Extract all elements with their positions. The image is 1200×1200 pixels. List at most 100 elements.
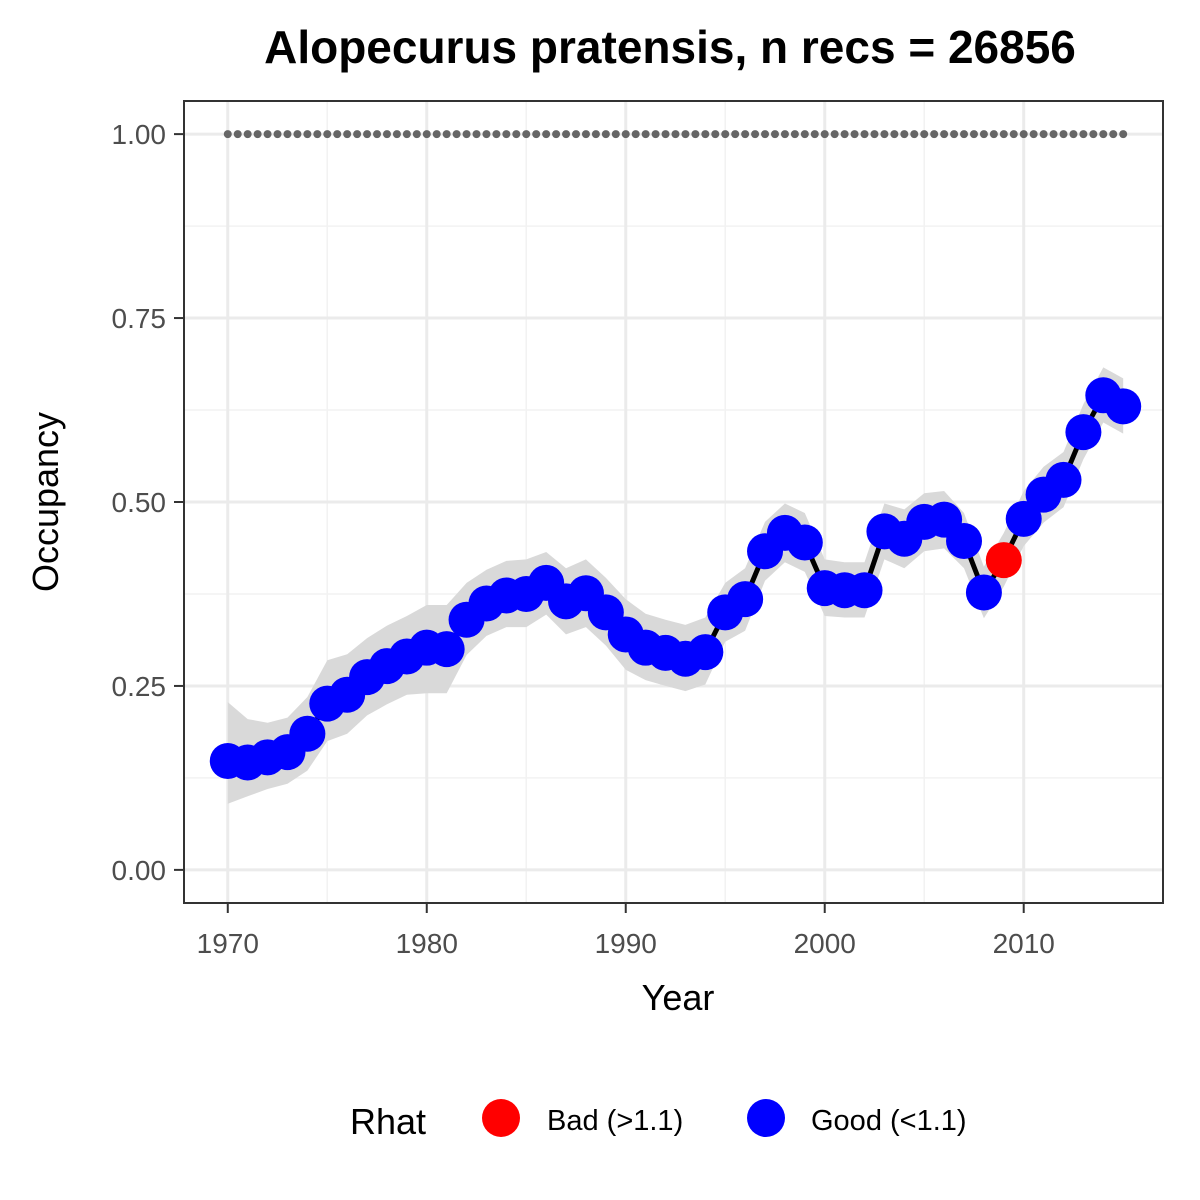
reference-dot bbox=[1119, 130, 1127, 138]
reference-dot bbox=[562, 130, 570, 138]
reference-dot bbox=[333, 130, 341, 138]
reference-dot bbox=[861, 130, 869, 138]
reference-dot bbox=[1079, 130, 1087, 138]
reference-dot bbox=[791, 130, 799, 138]
legend-key-bad bbox=[482, 1099, 520, 1137]
data-point bbox=[727, 581, 763, 617]
reference-dot bbox=[552, 130, 560, 138]
data-point bbox=[847, 572, 883, 608]
reference-dot bbox=[1099, 130, 1107, 138]
reference-dot bbox=[731, 130, 739, 138]
reference-dot bbox=[473, 130, 481, 138]
reference-dot bbox=[751, 130, 759, 138]
reference-dot bbox=[701, 130, 709, 138]
x-axis-title: Year bbox=[642, 977, 715, 1018]
reference-dot bbox=[990, 130, 998, 138]
reference-dot bbox=[1020, 130, 1028, 138]
reference-dot bbox=[293, 130, 301, 138]
reference-dot bbox=[244, 130, 252, 138]
reference-dot bbox=[900, 130, 908, 138]
reference-dot bbox=[1040, 130, 1048, 138]
reference-dot bbox=[453, 130, 461, 138]
reference-dot bbox=[1050, 130, 1058, 138]
reference-dot bbox=[781, 130, 789, 138]
reference-dot bbox=[343, 130, 351, 138]
reference-dot bbox=[940, 130, 948, 138]
reference-dot bbox=[761, 130, 769, 138]
reference-dot bbox=[851, 130, 859, 138]
reference-dot bbox=[234, 130, 242, 138]
reference-dot bbox=[960, 130, 968, 138]
y-tick-label: 0.00 bbox=[112, 855, 167, 886]
x-tick-label: 1970 bbox=[197, 928, 259, 959]
plot-panel: 1970 1980 1990 2000 2010 0.00 0.25 0.50 0.75 1.00 bbox=[112, 101, 1164, 959]
reference-dot bbox=[224, 130, 232, 138]
reference-dot bbox=[373, 130, 381, 138]
x-tick-label: 1990 bbox=[595, 928, 657, 959]
reference-dot bbox=[741, 130, 749, 138]
legend-label-bad: Bad (>1.1) bbox=[547, 1105, 683, 1137]
chart-title: Alopecurus pratensis, n recs = 26856 bbox=[264, 21, 1076, 73]
reference-dot bbox=[463, 130, 471, 138]
y-tick-label: 1.00 bbox=[112, 119, 167, 150]
reference-dot bbox=[771, 130, 779, 138]
reference-dot bbox=[930, 130, 938, 138]
reference-dot bbox=[970, 130, 978, 138]
x-tick-label: 1980 bbox=[396, 928, 458, 959]
reference-dot bbox=[642, 130, 650, 138]
reference-dot bbox=[652, 130, 660, 138]
reference-dot bbox=[1109, 130, 1117, 138]
reference-dot bbox=[542, 130, 550, 138]
reference-dot bbox=[841, 130, 849, 138]
reference-dot bbox=[980, 130, 988, 138]
reference-dot bbox=[572, 130, 580, 138]
reference-dot bbox=[433, 130, 441, 138]
reference-dot bbox=[1089, 130, 1097, 138]
reference-dot bbox=[492, 130, 500, 138]
reference-dot bbox=[880, 130, 888, 138]
data-point bbox=[946, 523, 982, 559]
data-point bbox=[787, 524, 823, 560]
data-point-bad bbox=[986, 542, 1022, 578]
reference-dot bbox=[950, 130, 958, 138]
data-point bbox=[1105, 388, 1141, 424]
x-tick-label: 2000 bbox=[794, 928, 856, 959]
reference-dot bbox=[821, 130, 829, 138]
reference-dot bbox=[831, 130, 839, 138]
legend-title: Rhat bbox=[350, 1101, 426, 1142]
data-point bbox=[966, 575, 1002, 611]
reference-dot bbox=[602, 130, 610, 138]
reference-dot bbox=[383, 130, 391, 138]
reference-dot bbox=[502, 130, 510, 138]
reference-dot bbox=[323, 130, 331, 138]
reference-dot bbox=[403, 130, 411, 138]
y-axis-title: Occupancy bbox=[25, 412, 66, 592]
legend: Rhat Bad (>1.1) Good (<1.1) bbox=[350, 1099, 967, 1142]
reference-dot bbox=[1000, 130, 1008, 138]
data-point bbox=[687, 634, 723, 670]
reference-dot bbox=[1060, 130, 1068, 138]
reference-dot bbox=[622, 130, 630, 138]
reference-dot bbox=[393, 130, 401, 138]
reference-dot bbox=[313, 130, 321, 138]
legend-label-good: Good (<1.1) bbox=[811, 1105, 967, 1137]
reference-dot bbox=[811, 130, 819, 138]
reference-dot bbox=[920, 130, 928, 138]
reference-dot bbox=[482, 130, 490, 138]
reference-dot bbox=[721, 130, 729, 138]
reference-dot bbox=[910, 130, 918, 138]
reference-dot bbox=[801, 130, 809, 138]
reference-dot bbox=[890, 130, 898, 138]
reference-dot bbox=[363, 130, 371, 138]
reference-dot bbox=[662, 130, 670, 138]
y-tick-label: 0.25 bbox=[112, 671, 167, 702]
reference-dot bbox=[303, 130, 311, 138]
y-tick-label: 0.75 bbox=[112, 303, 167, 334]
data-point bbox=[1065, 414, 1101, 450]
reference-dot bbox=[870, 130, 878, 138]
reference-dot bbox=[353, 130, 361, 138]
reference-dot bbox=[264, 130, 272, 138]
reference-dot bbox=[612, 130, 620, 138]
reference-dot bbox=[632, 130, 640, 138]
